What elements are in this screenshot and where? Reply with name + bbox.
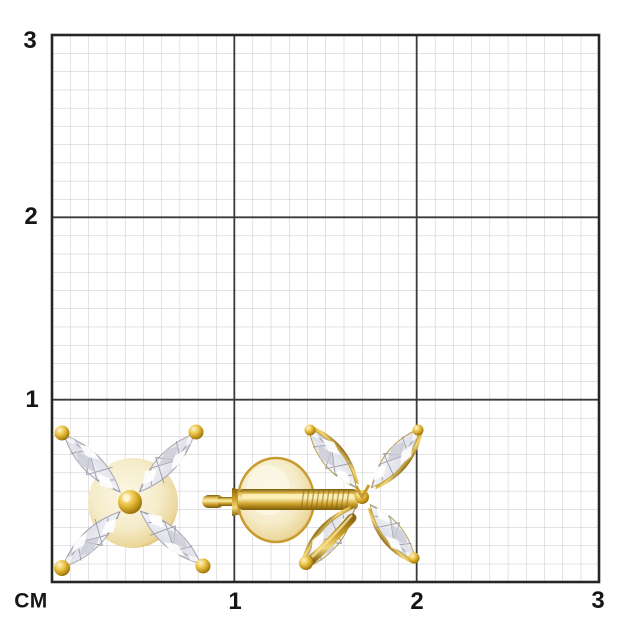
post-thread-ridges — [300, 489, 350, 511]
x-axis-label-3: 3 — [591, 587, 605, 614]
left-tip-bead-ul — [54, 425, 70, 441]
left-tip-bead-ur — [188, 424, 204, 440]
unit-label-cm: СМ — [14, 589, 48, 613]
setting-side-rail-highlight — [311, 514, 353, 558]
right-tip-loop-ul — [304, 424, 316, 436]
right-tip-loop-lr — [408, 552, 420, 564]
left-tip-bead-lr — [195, 558, 211, 574]
right-center-prongs — [354, 484, 371, 501]
x-axis-label-1: 1 — [228, 588, 242, 615]
right-tip-loop-ur — [412, 424, 424, 436]
right-earring — [202, 419, 431, 578]
left-tip-bead-ll — [54, 560, 70, 576]
right-tip-bead-ll — [299, 556, 313, 570]
left-earring — [54, 424, 211, 577]
y-axis-label-2: 2 — [24, 203, 38, 230]
post-shaft — [218, 497, 242, 506]
left-center-bead — [118, 490, 142, 514]
y-axis-label-1: 1 — [25, 386, 39, 413]
threaded-post-highlight — [242, 494, 354, 498]
y-axis-label-3: 3 — [23, 27, 37, 54]
x-axis-label-2: 2 — [410, 588, 424, 615]
threaded-post — [238, 489, 358, 510]
left-center-bead-highlight — [122, 494, 131, 502]
setting-side-rail — [305, 513, 357, 566]
grid-border — [50, 33, 601, 584]
grid-major-lines — [52, 35, 599, 582]
